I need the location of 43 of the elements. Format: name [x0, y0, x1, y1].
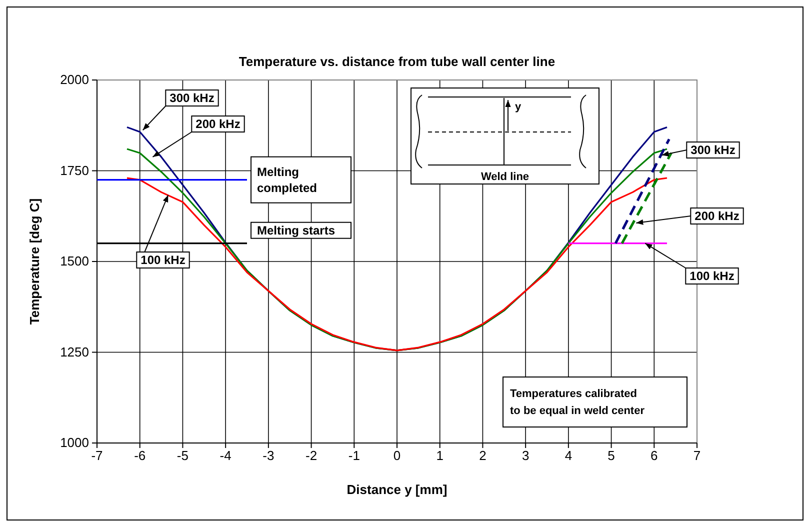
y-axis-title: Temperature [deg C]	[27, 198, 42, 325]
annotation: Weld line	[480, 171, 530, 183]
annotation: 100 kHz	[690, 269, 734, 283]
x-tick-label: -3	[262, 448, 274, 464]
annotation: 100 kHz	[140, 253, 186, 267]
callout-box: 300 kHz	[165, 90, 219, 106]
x-tick-label: -4	[220, 448, 232, 464]
x-tick-label: 0	[393, 448, 401, 464]
x-tick-label: 5	[608, 448, 615, 464]
annotation: Melting completed	[257, 164, 318, 195]
y-tick-label: 1250	[60, 344, 89, 360]
x-tick-label: -5	[176, 448, 188, 464]
chart-title: Temperature vs. distance from tube wall center line	[238, 54, 556, 69]
callout-box: Melting completed	[250, 156, 352, 204]
x-tick-label: 7	[693, 448, 701, 464]
annotation: Melting starts	[257, 223, 336, 238]
x-axis-title: Distance y [mm]	[346, 482, 448, 497]
annotation: 300 kHz	[170, 91, 214, 105]
y-tick-label: 1500	[60, 254, 89, 269]
x-tick-label: -6	[134, 448, 146, 464]
annotation: 300 kHz	[690, 143, 736, 157]
x-tick-label: 2	[479, 448, 486, 464]
annotation: Temperatures calibrated to be equal in weld center	[510, 388, 646, 417]
callout-box: 300 kHz	[686, 142, 740, 158]
callout-box: 200 kHz	[191, 116, 245, 132]
x-tick-label: 4	[564, 448, 572, 464]
x-tick-label: -7	[91, 448, 103, 464]
x-tick-label: 1	[436, 448, 444, 464]
annotation: 200 kHz	[694, 209, 740, 223]
callout-box: 200 kHz	[690, 208, 744, 224]
annotation: y	[515, 101, 522, 113]
x-tick-label: -2	[306, 448, 318, 464]
y-tick-label: 2000	[60, 72, 89, 88]
x-tick-label: -1	[348, 448, 360, 464]
x-tick-label: 6	[650, 448, 658, 464]
callout-box: 100 kHz	[685, 268, 739, 284]
x-tick-label: 3	[522, 448, 530, 464]
y-tick-label: 1750	[60, 162, 89, 178]
callout-box: Melting starts	[250, 222, 352, 239]
annotation: 200 kHz	[196, 117, 240, 131]
callout-box: 100 kHz	[136, 252, 190, 268]
note-box: Temperatures calibrated to be equal in weld center	[502, 376, 688, 428]
y-tick-label: 1000	[60, 435, 89, 450]
